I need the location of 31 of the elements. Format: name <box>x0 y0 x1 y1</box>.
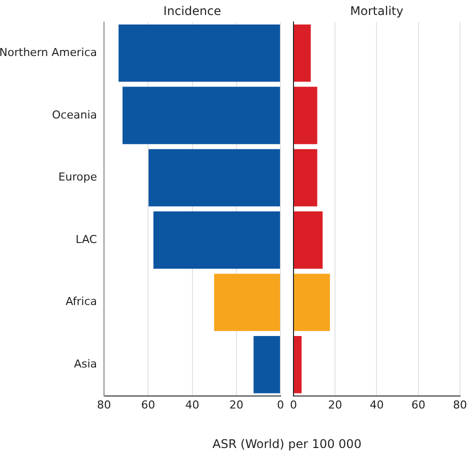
bar <box>254 336 280 394</box>
bar <box>294 86 318 144</box>
x-tick-label: 40 <box>370 398 384 412</box>
y-tick-label: Asia <box>74 358 97 371</box>
y-tick-label: Oceania <box>52 108 97 122</box>
bar <box>118 24 280 82</box>
x-tick-label: 20 <box>229 398 244 412</box>
y-tick-label: Northern America <box>0 46 97 60</box>
bar <box>214 274 280 332</box>
y-tick-label: Europe <box>58 170 98 184</box>
bar <box>148 149 280 206</box>
bar <box>294 149 318 206</box>
x-tick-label: 0 <box>277 398 284 412</box>
y-tick-label: Africa <box>66 295 97 308</box>
x-tick-label: 60 <box>141 398 156 412</box>
x-tick-label: 80 <box>97 398 111 412</box>
x-tick-label: 0 <box>290 398 297 412</box>
bar <box>122 86 280 144</box>
x-axis-title: ASR (World) per 100 000 <box>212 437 362 451</box>
x-tick-label: 40 <box>185 398 200 412</box>
x-tick-label: 80 <box>453 398 467 412</box>
bar <box>294 24 311 82</box>
x-tick-label: 20 <box>328 398 342 412</box>
x-tick-label: 60 <box>411 398 426 412</box>
bar <box>153 211 280 269</box>
y-tick-label: LAC <box>76 232 98 246</box>
chart-title: Mortality <box>350 4 404 18</box>
bar <box>294 211 323 269</box>
bar <box>294 274 330 332</box>
chart-title: Incidence <box>163 4 222 18</box>
bar <box>294 336 302 394</box>
